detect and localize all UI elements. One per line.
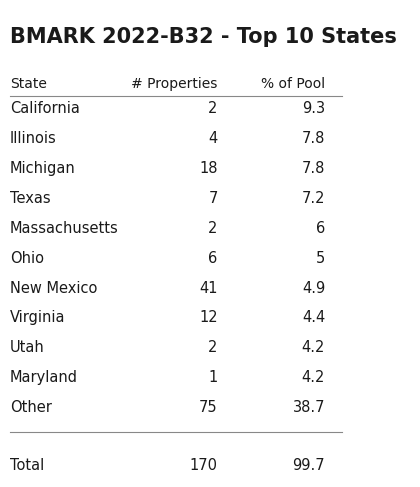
Text: 7.2: 7.2 [302, 191, 325, 206]
Text: Ohio: Ohio [10, 251, 44, 266]
Text: 4.2: 4.2 [302, 370, 325, 385]
Text: 12: 12 [199, 310, 218, 325]
Text: Total: Total [10, 458, 44, 473]
Text: 4.2: 4.2 [302, 340, 325, 356]
Text: 1: 1 [208, 370, 218, 385]
Text: New Mexico: New Mexico [10, 281, 97, 296]
Text: California: California [10, 101, 79, 116]
Text: % of Pool: % of Pool [261, 77, 325, 92]
Text: State: State [10, 77, 47, 92]
Text: Illinois: Illinois [10, 131, 56, 146]
Text: 99.7: 99.7 [292, 458, 325, 473]
Text: 7.8: 7.8 [302, 161, 325, 176]
Text: 6: 6 [316, 221, 325, 236]
Text: 4.4: 4.4 [302, 310, 325, 325]
Text: 4: 4 [208, 131, 218, 146]
Text: 7: 7 [208, 191, 218, 206]
Text: BMARK 2022-B32 - Top 10 States: BMARK 2022-B32 - Top 10 States [10, 27, 396, 47]
Text: Michigan: Michigan [10, 161, 76, 176]
Text: 18: 18 [199, 161, 218, 176]
Text: 75: 75 [199, 400, 218, 415]
Text: 2: 2 [208, 221, 218, 236]
Text: Utah: Utah [10, 340, 45, 356]
Text: Virginia: Virginia [10, 310, 65, 325]
Text: 41: 41 [199, 281, 218, 296]
Text: Other: Other [10, 400, 52, 415]
Text: 6: 6 [208, 251, 218, 266]
Text: # Properties: # Properties [131, 77, 218, 92]
Text: 170: 170 [190, 458, 218, 473]
Text: Massachusetts: Massachusetts [10, 221, 118, 236]
Text: Texas: Texas [10, 191, 50, 206]
Text: 2: 2 [208, 340, 218, 356]
Text: 5: 5 [316, 251, 325, 266]
Text: 7.8: 7.8 [302, 131, 325, 146]
Text: Maryland: Maryland [10, 370, 78, 385]
Text: 9.3: 9.3 [302, 101, 325, 116]
Text: 2: 2 [208, 101, 218, 116]
Text: 38.7: 38.7 [293, 400, 325, 415]
Text: 4.9: 4.9 [302, 281, 325, 296]
